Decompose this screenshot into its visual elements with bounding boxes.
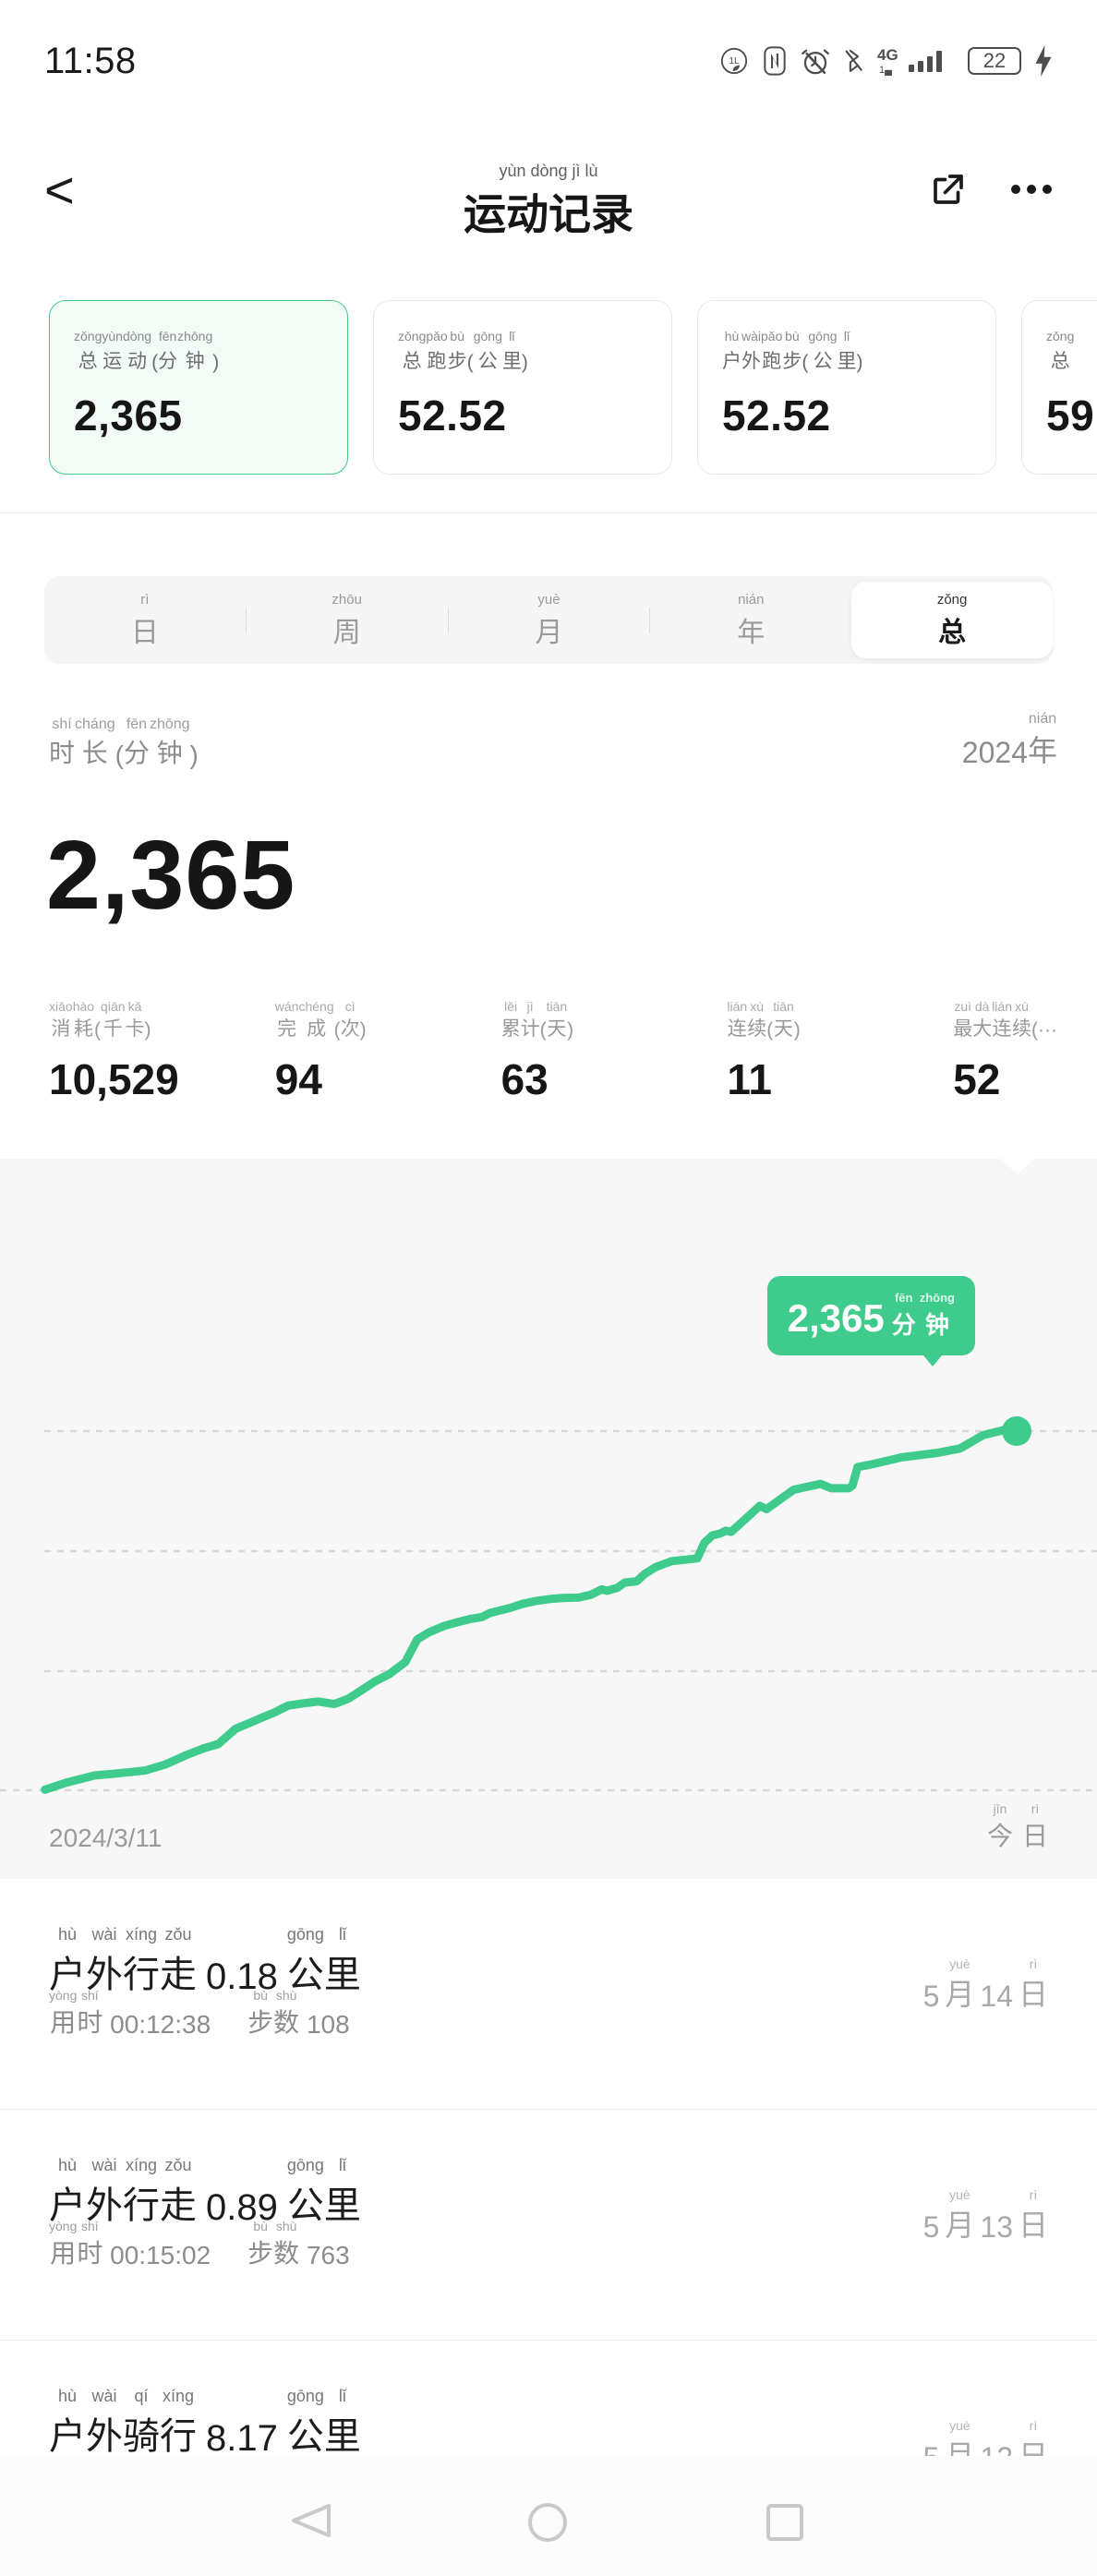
svg-text:1▄: 1▄ bbox=[879, 65, 892, 76]
svg-text:1L: 1L bbox=[729, 56, 740, 66]
svg-text:4G: 4G bbox=[877, 46, 898, 64]
